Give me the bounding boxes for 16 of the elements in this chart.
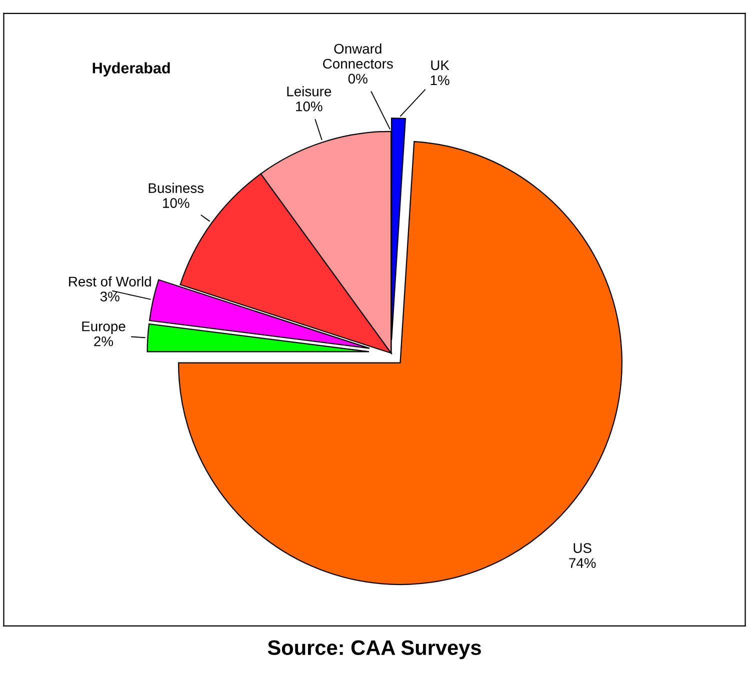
source-note: Source: CAA Surveys — [268, 640, 481, 660]
chart-title: Hyderabad — [92, 62, 170, 76]
data-label: 3% — [100, 292, 120, 302]
slice-label: US — [574, 543, 592, 553]
slice-label: UK — [431, 60, 450, 70]
data-label: 74% — [569, 558, 596, 568]
category-label: Onward Connectors — [323, 43, 393, 69]
text: 0% — [348, 74, 368, 84]
slice-label: Leisure — [287, 86, 332, 96]
slice-label: Rest of World — [69, 276, 151, 287]
legend-label: Europe — [82, 322, 126, 334]
data-label: 10% — [163, 198, 190, 208]
data-label: 10% — [296, 101, 322, 112]
slice-label: Business — [148, 182, 204, 194]
data-label: 2% — [94, 336, 114, 346]
data-label: 1% — [430, 75, 450, 86]
